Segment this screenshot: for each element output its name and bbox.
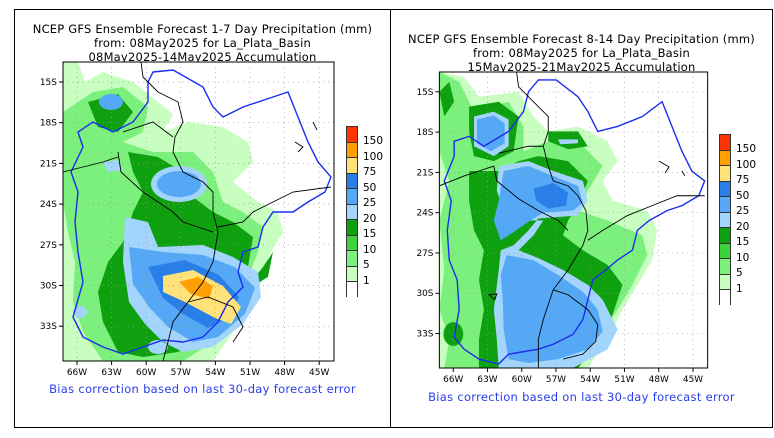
- legend-swatch: [719, 289, 731, 305]
- lon-tick-label: 57W: [546, 375, 566, 385]
- precipitation-map: 15S 18S 21S 24S 27S 30S 33S 66W 63W 60W 57W 54W 51W 4…: [416, 71, 709, 385]
- panel-title: NCEP GFS Ensemble Forecast 8-14 Day Prec…: [408, 32, 755, 46]
- legend-label: 1: [363, 274, 370, 287]
- lon-tick-label: 63W: [477, 375, 497, 385]
- lon-tick-label: 45W: [683, 375, 703, 385]
- lat-tick-label: 15S: [40, 78, 57, 88]
- lon-tick-label: 54W: [580, 375, 600, 385]
- legend-label: 100: [363, 150, 384, 163]
- basin-outline: [443, 79, 706, 365]
- grid: [63, 62, 334, 361]
- legend-swatch: [719, 196, 731, 212]
- panel-subtitle: from: 08May2025 for La_Plata_Basin: [473, 46, 690, 60]
- map-frame: [438, 71, 709, 369]
- bias-correction-note: Bias correction based on last 30-day for…: [428, 390, 735, 404]
- legend-label: 75: [736, 174, 750, 186]
- legend-swatch: [719, 242, 731, 258]
- legend-label: 5: [736, 267, 743, 279]
- legend-label: 100: [736, 158, 757, 171]
- color-legend: 150 100 75 50 25 20 15 10 5 1: [346, 126, 383, 297]
- legend-label: 5: [363, 259, 370, 271]
- legend-label: 15: [363, 228, 377, 240]
- lon-tick-label: 57W: [171, 368, 191, 378]
- legend-swatch: [346, 126, 358, 142]
- legend-swatch: [719, 134, 731, 150]
- lat-tick-label: 18S: [40, 119, 57, 129]
- grid: [439, 72, 708, 368]
- lat-tick-label: 21S: [40, 159, 57, 169]
- axis-ticks: 15S 18S 21S 24S 27S 30S 33S 66W 63W 60W 57W 54W 51W 4…: [416, 88, 703, 385]
- legend-swatch: [346, 219, 358, 235]
- legend-label: 20: [363, 212, 377, 225]
- lat-tick-label: 15S: [416, 88, 433, 98]
- lat-tick-label: 33S: [40, 322, 57, 332]
- legend-swatch: [346, 203, 358, 219]
- precip-shading: [63, 62, 283, 361]
- lon-tick-label: 54W: [205, 368, 225, 378]
- legend-swatch: [346, 281, 358, 297]
- legend-swatch: [346, 234, 358, 250]
- legend-swatch: [719, 273, 731, 289]
- lat-tick-label: 33S: [416, 330, 433, 340]
- lat-tick-label: 24S: [416, 209, 433, 219]
- lat-tick-label: 30S: [416, 289, 433, 299]
- basin-outline: [70, 69, 332, 355]
- legend-label: 50: [736, 189, 750, 202]
- legend-label: 150: [363, 135, 384, 147]
- legend-label: 20: [736, 220, 750, 233]
- color-legend: 150 100 75 50 25 20 15 10 5 1: [719, 134, 756, 305]
- lon-tick-label: 45W: [309, 368, 329, 378]
- legend-label: 15: [736, 236, 750, 248]
- lon-tick-label: 51W: [614, 375, 634, 385]
- lat-tick-label: 30S: [40, 282, 57, 292]
- bias-correction-note: Bias correction based on last 30-day for…: [49, 382, 356, 396]
- lat-tick-label: 27S: [40, 241, 57, 251]
- panel-subtitle: from: 08May2025 for La_Plata_Basin: [94, 36, 311, 50]
- legend-swatch: [719, 258, 731, 274]
- lat-tick-label: 18S: [416, 128, 433, 138]
- lon-tick-label: 60W: [512, 375, 532, 385]
- forecast-panel-week1: NCEP GFS Ensemble Forecast 1-7 Day Preci…: [14, 9, 391, 428]
- legend-label: 25: [363, 197, 377, 209]
- lon-tick-label: 60W: [136, 368, 156, 378]
- legend-swatch: [346, 188, 358, 204]
- lon-tick-label: 66W: [443, 375, 463, 385]
- legend-label: 25: [736, 205, 750, 217]
- legend-swatch: [346, 141, 358, 157]
- legend-label: 75: [363, 166, 377, 178]
- legend-label: 10: [363, 243, 377, 256]
- lon-tick-label: 63W: [101, 368, 121, 378]
- legend-swatch: [719, 227, 731, 243]
- forecast-panel-week2: NCEP GFS Ensemble Forecast 8-14 Day Prec…: [390, 9, 773, 428]
- legend-swatch: [719, 165, 731, 181]
- lon-tick-label: 66W: [67, 368, 87, 378]
- map-frame: [62, 61, 335, 362]
- legend-swatch: [719, 180, 731, 196]
- lat-tick-label: 21S: [416, 168, 433, 178]
- lon-tick-label: 48W: [274, 368, 294, 378]
- legend-swatch: [346, 250, 358, 266]
- axis-ticks: 15S 18S 21S 24S 27S 30S 33S 66W 63W 60W 57W 54W 51W 4…: [40, 78, 330, 378]
- precipitation-map: 15S 18S 21S 24S 27S 30S 33S 66W 63W 60W 57W 54W 51W 4…: [40, 61, 335, 378]
- legend-swatch: [719, 211, 731, 227]
- legend-swatch: [719, 149, 731, 165]
- country-borders: [439, 71, 705, 368]
- legend-swatch: [346, 157, 358, 173]
- panel-period: 08May2025-14May2025 Accumulation: [88, 50, 317, 64]
- lat-tick-label: 24S: [40, 200, 57, 210]
- lon-tick-label: 51W: [240, 368, 260, 378]
- legend-swatch: [346, 265, 358, 281]
- lat-tick-label: 27S: [416, 249, 433, 259]
- country-borders: [62, 61, 332, 362]
- panel-period: 15May2025-21May2025 Accumulation: [467, 60, 696, 74]
- legend-label: 1: [736, 282, 743, 295]
- lon-tick-label: 48W: [649, 375, 669, 385]
- panel-title: NCEP GFS Ensemble Forecast 1-7 Day Preci…: [32, 22, 373, 36]
- legend-swatch: [346, 172, 358, 188]
- legend-label: 10: [736, 251, 750, 264]
- legend-label: 150: [736, 143, 757, 155]
- legend-label: 50: [363, 181, 377, 194]
